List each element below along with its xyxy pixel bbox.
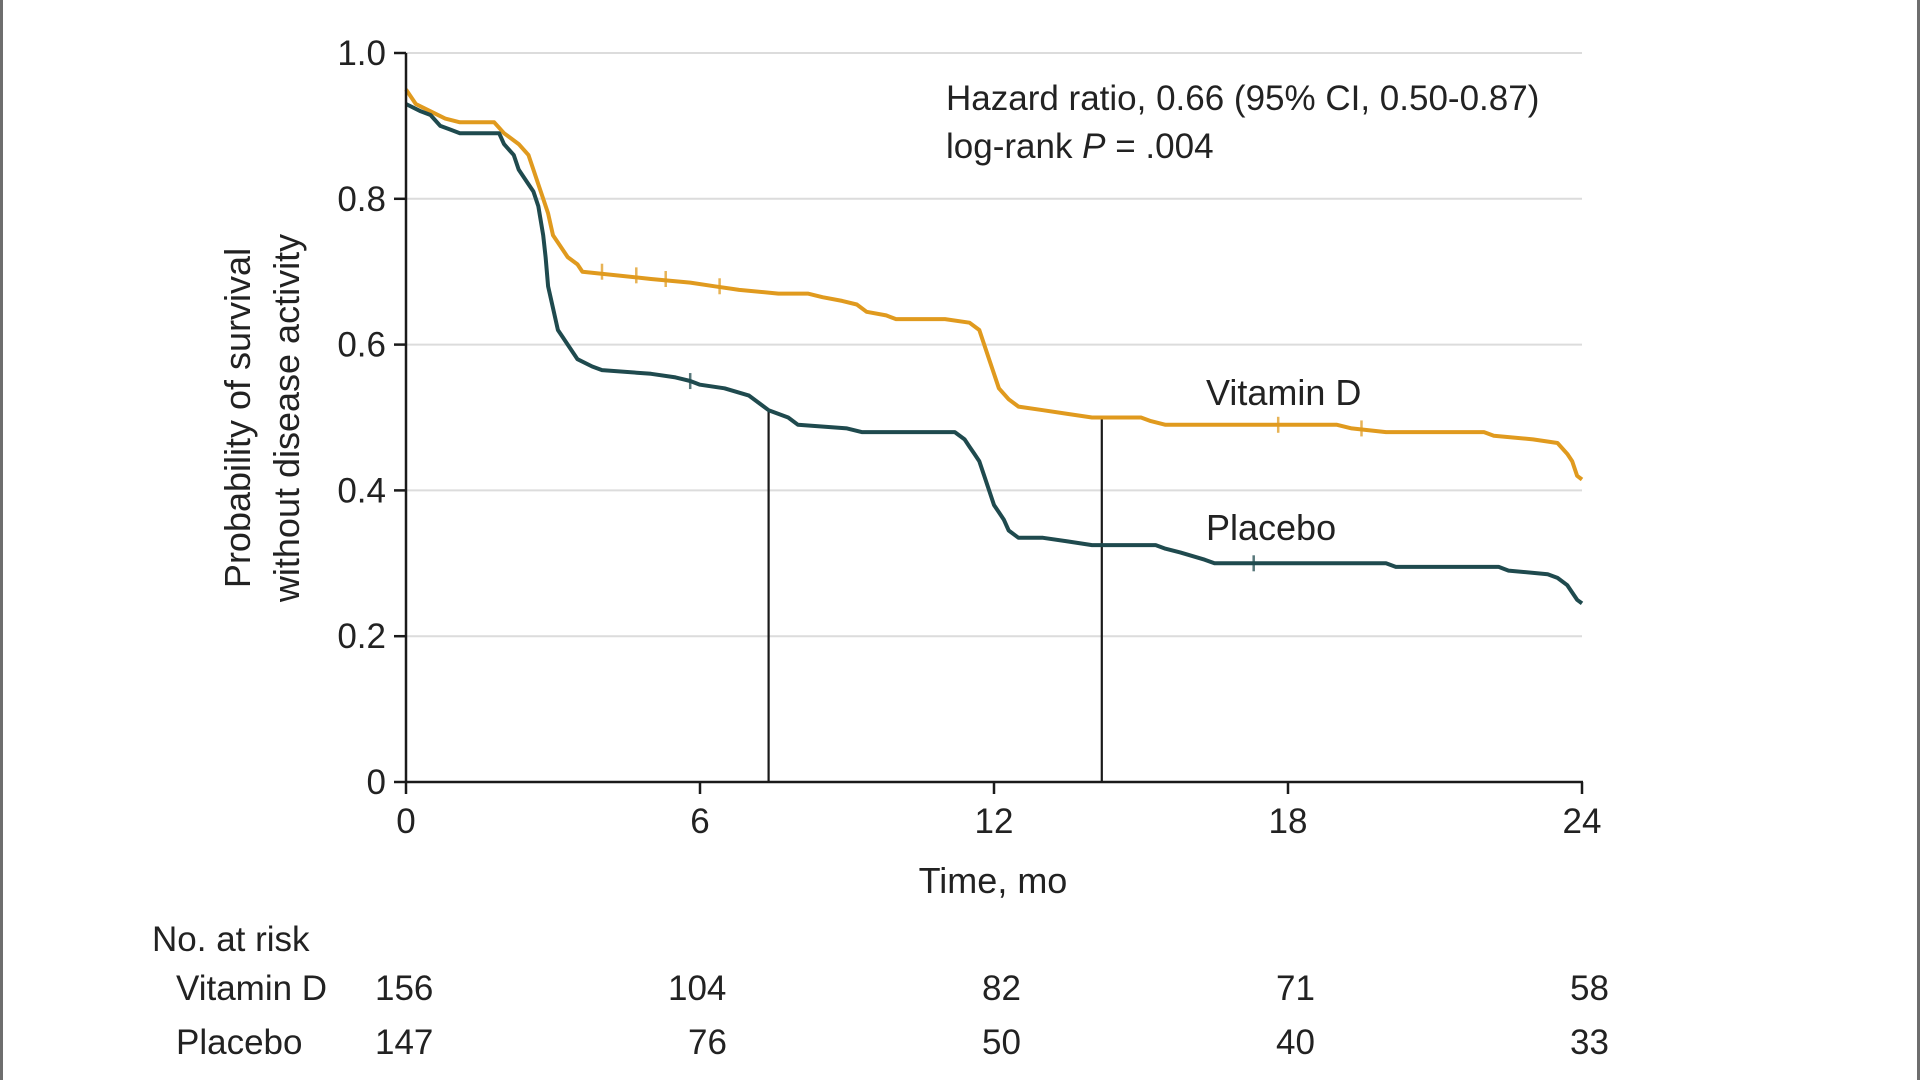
x-tick-label: 18 bbox=[1269, 802, 1308, 841]
x-tick-label: 24 bbox=[1563, 802, 1602, 841]
y-tick-label: 0 bbox=[367, 763, 386, 802]
risk-value: 33 bbox=[1570, 1023, 1609, 1062]
risk-value: 58 bbox=[1570, 969, 1609, 1008]
risk-value: 71 bbox=[1276, 969, 1315, 1008]
y-tick-label: 1.0 bbox=[337, 34, 386, 73]
risk-value: 104 bbox=[668, 969, 727, 1008]
y-tick-label: 0.8 bbox=[337, 180, 386, 219]
series-label-placebo: Placebo bbox=[1206, 507, 1336, 548]
y-axis-title-line2: without disease activity bbox=[266, 234, 307, 603]
p-value: = .004 bbox=[1106, 127, 1214, 166]
y-tick-label: 0.2 bbox=[337, 617, 386, 656]
hazard-ratio-annotation: Hazard ratio, 0.66 (95% CI, 0.50-0.87) bbox=[946, 79, 1539, 118]
risk-value: 50 bbox=[982, 1023, 1021, 1062]
risk-value: 76 bbox=[688, 1023, 727, 1062]
x-tick-label: 12 bbox=[975, 802, 1014, 841]
x-axis-title: Time, mo bbox=[919, 860, 1068, 901]
risk-value: 156 bbox=[375, 969, 434, 1008]
gridlines bbox=[406, 52, 1582, 638]
log-rank-annotation: log-rank P = .004 bbox=[946, 127, 1214, 166]
median-lines bbox=[767, 410, 1103, 782]
risk-table-title: No. at risk bbox=[152, 920, 310, 959]
y-tick-label: 0.4 bbox=[337, 471, 386, 510]
x-tick-label: 0 bbox=[396, 802, 415, 841]
risk-value: 82 bbox=[982, 969, 1021, 1008]
survival-curves bbox=[404, 88, 1584, 606]
log-rank-prefix: log-rank bbox=[946, 127, 1082, 166]
series-label-vitamin-d: Vitamin D bbox=[1206, 372, 1361, 413]
risk-row-label-vitamin-d: Vitamin D bbox=[176, 969, 328, 1008]
placebo-curve bbox=[405, 102, 1584, 606]
p-symbol: P bbox=[1082, 127, 1106, 166]
tick-labels: 0 0.2 0.4 0.6 0.8 1.0 0 6 12 18 24 bbox=[337, 34, 1601, 841]
left-border bbox=[0, 0, 3, 1080]
axes bbox=[394, 51, 1584, 794]
right-border bbox=[1917, 0, 1920, 1080]
y-axis-title-line1: Probability of survival bbox=[217, 248, 258, 588]
risk-row-label-placebo: Placebo bbox=[176, 1023, 303, 1062]
risk-value: 40 bbox=[1276, 1023, 1315, 1062]
risk-value: 147 bbox=[375, 1023, 434, 1062]
x-tick-label: 6 bbox=[690, 802, 709, 841]
vitamin-d-curve bbox=[404, 88, 1584, 482]
y-tick-label: 0.6 bbox=[337, 326, 386, 365]
